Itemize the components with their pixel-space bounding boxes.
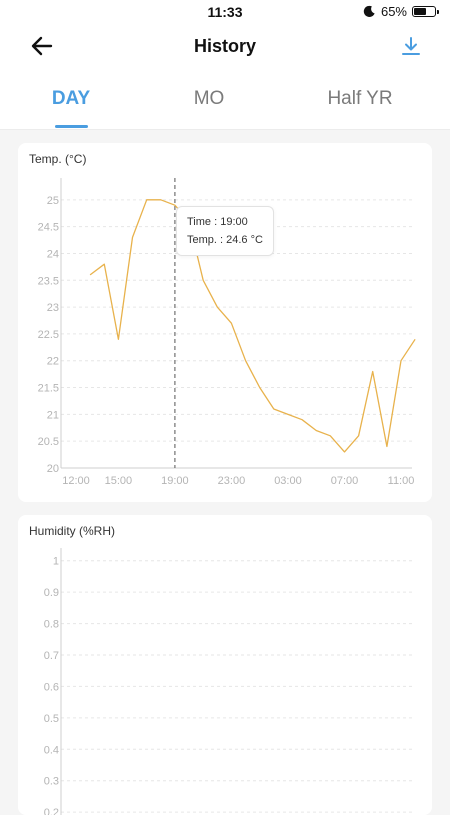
y-tick-label: 0.3 — [44, 776, 59, 788]
x-tick-label: 12:00 — [62, 475, 90, 487]
y-tick-label: 0.9 — [44, 587, 59, 599]
battery-percent: 65% — [380, 4, 407, 19]
active-tab-indicator — [55, 125, 88, 128]
tab-half-year[interactable]: Half YR — [327, 88, 393, 109]
y-tick-label: 0.8 — [44, 619, 59, 631]
y-tick-label: 0.2 — [44, 807, 59, 815]
tooltip-time: Time : 19:00 — [187, 216, 248, 228]
tab-bar: DAY MO Half YR — [0, 70, 450, 130]
battery-fill — [414, 8, 427, 15]
nav-bar: History — [0, 24, 450, 70]
temperature-chart-title: Temp. (°C) — [29, 152, 87, 166]
y-tick-label: 21.5 — [38, 383, 59, 395]
y-tick-label: 22 — [47, 356, 59, 368]
y-tick-label: 20 — [47, 463, 59, 475]
y-tick-label: 0.5 — [44, 713, 59, 725]
y-tick-label: 24 — [47, 248, 59, 260]
download-icon — [402, 37, 420, 55]
tab-month[interactable]: MO — [193, 88, 225, 109]
y-tick-label: 0.6 — [44, 681, 59, 693]
tab-day[interactable]: DAY — [51, 88, 91, 109]
status-bar: 11:33 65% — [0, 0, 450, 24]
temperature-chart[interactable]: 20 20.5 21 21.5 22 22.5 23 23.5 24 24.5 25 12:00 15:… — [18, 143, 432, 502]
y-tick-label: 0.4 — [44, 744, 59, 756]
tooltip-value: Temp. : 24.6 °C — [187, 234, 263, 246]
y-tick-label: 25 — [47, 195, 59, 207]
humidity-chart[interactable]: 0.2 0.3 0.4 0.5 0.6 0.7 0.8 0.9 1 — [18, 515, 432, 815]
status-time: 11:33 — [207, 4, 243, 20]
status-indicators: 65% — [363, 4, 439, 19]
x-tick-label: 19:00 — [161, 475, 189, 487]
temperature-card: Temp. (°C) 20 20.5 21 21.5 22 22.5 23 23.5 24 24.… — [18, 143, 432, 502]
back-arrow-icon — [31, 36, 53, 56]
y-tick-label: 20.5 — [38, 436, 59, 448]
download-button[interactable] — [398, 34, 424, 60]
temperature-series-line — [89, 199, 416, 453]
y-tick-label: 23 — [47, 302, 59, 314]
x-tick-label: 23:00 — [218, 475, 246, 487]
moon-icon — [363, 5, 375, 17]
battery-icon — [412, 6, 439, 17]
y-tick-label: 23.5 — [38, 275, 59, 287]
y-tick-label: 1 — [53, 556, 59, 568]
x-tick-label: 03:00 — [274, 475, 302, 487]
y-tick-label: 21 — [47, 409, 59, 421]
humidity-card: Humidity (%RH) 0.2 0.3 0.4 0.5 0.6 0.7 0.8 0.9 1 — [18, 515, 432, 815]
back-button[interactable] — [22, 32, 62, 62]
x-tick-label: 11:00 — [388, 475, 415, 487]
y-tick-label: 22.5 — [38, 329, 59, 341]
x-tick-label: 15:00 — [105, 475, 133, 487]
chart-tooltip: Time : 19:00 Temp. : 24.6 °C — [176, 206, 274, 256]
y-tick-label: 24.5 — [38, 222, 59, 234]
page-title: History — [193, 36, 256, 56]
y-tick-label: 0.7 — [44, 650, 59, 662]
humidity-chart-title: Humidity (%RH) — [29, 524, 116, 538]
x-tick-label: 07:00 — [331, 475, 359, 487]
